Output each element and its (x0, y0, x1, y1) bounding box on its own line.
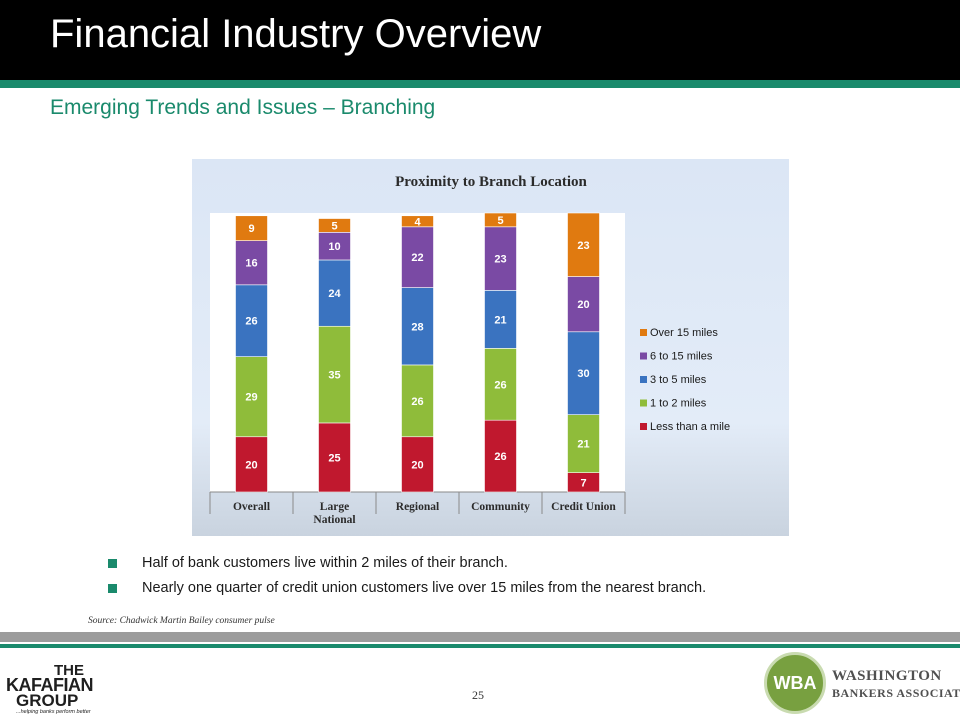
bar-segment (318, 232, 351, 261)
bar-segment (318, 325, 351, 424)
data-label: 22 (411, 252, 423, 264)
data-label: 21 (494, 314, 506, 326)
chart-title: Proximity to Branch Location (395, 174, 587, 190)
logo-tagline: ...helping banks perform better (16, 709, 91, 715)
data-label: 30 (577, 368, 589, 380)
bullet-square-icon (108, 559, 117, 568)
data-label: 5 (497, 215, 503, 227)
bar-segment (484, 419, 517, 493)
data-label: 4 (414, 216, 421, 228)
category-label: Credit Union (551, 501, 616, 513)
bullet-list: Half of bank customers live within 2 mil… (108, 553, 868, 603)
data-label: 26 (494, 451, 506, 463)
chart-panel: Proximity to Branch Location 20 29 26 16 9 Ove… (192, 159, 789, 536)
category-label: Regional (396, 501, 439, 513)
legend-label: 6 to 15 miles (650, 351, 713, 363)
bar-segment (567, 414, 600, 473)
data-label: 20 (245, 459, 257, 471)
legend-label: 3 to 5 miles (650, 374, 707, 386)
bar-segment (401, 287, 434, 366)
data-label: 28 (411, 321, 423, 333)
bar-segment (567, 331, 600, 415)
bar-segment (235, 356, 268, 438)
bar-segment (484, 212, 517, 228)
bullet-item: Nearly one quarter of credit union custo… (108, 578, 868, 603)
logo-text-line: THE (54, 662, 84, 679)
legend-label: Over 15 miles (650, 327, 718, 339)
category-label: Large National (313, 501, 355, 526)
data-label: 26 (494, 379, 506, 391)
bar-segment (484, 348, 517, 421)
legend-swatch (640, 352, 647, 360)
bullet-text: Half of bank customers live within 2 mil… (142, 555, 508, 571)
header-bar (0, 0, 960, 80)
bar-segment (235, 215, 268, 241)
logo-text-line: GROUP (16, 691, 79, 710)
category-label: Community (471, 501, 530, 513)
legend-swatch (640, 399, 647, 407)
data-label: 23 (577, 240, 589, 252)
bar-segment (484, 290, 517, 349)
bar-segment (235, 240, 268, 286)
data-label: 10 (328, 241, 340, 253)
data-label: 21 (577, 439, 589, 451)
kafafian-group-logo: THE KAFAFIAN GROUP ...helping banks perf… (4, 660, 94, 718)
wba-seal-text: WBA (773, 673, 817, 693)
bar-segment (318, 259, 351, 327)
bullet-text: Nearly one quarter of credit union custo… (142, 580, 707, 596)
bar-segment (567, 212, 600, 277)
bar-segment (567, 276, 600, 333)
data-label: 7 (580, 477, 586, 489)
bar-segment (401, 364, 434, 438)
data-label: 20 (577, 299, 589, 311)
legend-swatch (640, 423, 647, 430)
data-label: 26 (245, 316, 257, 328)
page-title: Financial Industry Overview (50, 12, 542, 56)
category-label: Overall (233, 501, 270, 513)
bar-segment (401, 215, 434, 228)
data-label: 25 (328, 452, 340, 464)
source-note: Source: Chadwick Martin Bailey consumer … (88, 616, 275, 626)
bar-segment (235, 436, 268, 493)
bullet-item: Half of bank customers live within 2 mil… (108, 553, 868, 578)
data-label: 35 (328, 370, 340, 382)
wba-name-line2: BANKERS ASSOCIATION (832, 686, 960, 700)
page-number: 25 (472, 688, 484, 702)
bar-segment (484, 226, 517, 291)
stacked-bar-chart: Proximity to Branch Location 20 29 26 16 9 Ove… (209, 174, 730, 526)
data-label: 5 (331, 220, 337, 232)
bar-segment (318, 218, 351, 233)
wba-name-line1: WASHINGTON (832, 668, 942, 684)
footer-green-rule (0, 644, 960, 648)
footer-gray-rule (0, 632, 960, 642)
logo-text-line: KAFAFIAN (6, 675, 94, 695)
legend-label: Less than a mile (650, 421, 730, 433)
legend-swatch (640, 376, 647, 383)
page-subtitle: Emerging Trends and Issues – Branching (50, 96, 436, 119)
data-label: 26 (411, 396, 423, 408)
bar-segment (235, 284, 268, 357)
bar-segment (401, 226, 434, 288)
data-label: 29 (245, 392, 257, 404)
data-label: 9 (248, 223, 254, 235)
legend-label: 1 to 2 miles (650, 398, 707, 410)
bullet-square-icon (108, 584, 117, 593)
data-label: 20 (411, 459, 423, 471)
data-label: 24 (328, 288, 341, 300)
bar-segment (318, 422, 351, 493)
data-label: 23 (494, 254, 506, 266)
data-label: 16 (245, 258, 257, 270)
header-accent-rule (0, 80, 960, 88)
bar-segment (401, 436, 434, 493)
wba-seal-logo: WBA (764, 652, 826, 714)
legend-swatch (640, 329, 647, 336)
